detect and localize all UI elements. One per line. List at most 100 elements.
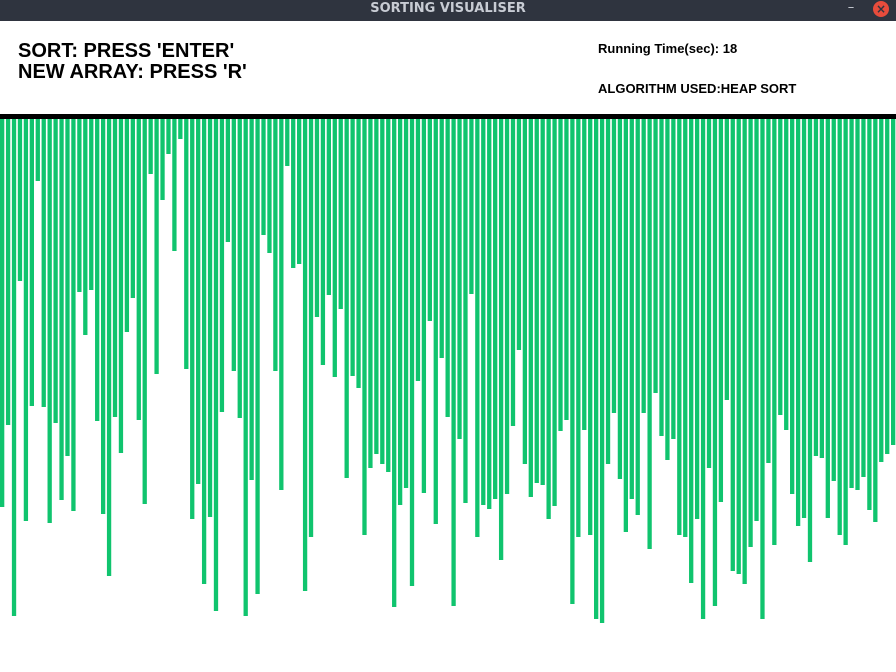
array-bar xyxy=(677,119,682,535)
array-bar xyxy=(795,119,801,526)
array-bar xyxy=(41,119,46,407)
array-bar xyxy=(35,119,40,181)
array-bar xyxy=(249,119,254,480)
array-bar xyxy=(95,119,100,421)
array-bar xyxy=(433,119,438,524)
array-bar xyxy=(261,119,266,235)
array-bar xyxy=(47,119,52,523)
array-bar xyxy=(469,119,474,294)
array-bar xyxy=(100,119,106,514)
array-bar xyxy=(130,119,135,298)
running-time-label: Running Time(sec): 18 xyxy=(598,41,738,56)
array-bar xyxy=(588,119,593,535)
array-bar xyxy=(457,119,462,439)
array-bar xyxy=(439,119,444,358)
array-bar xyxy=(297,119,302,264)
array-bar xyxy=(879,119,884,462)
array-bar xyxy=(0,119,5,507)
array-bar xyxy=(308,119,314,537)
array-bar xyxy=(736,119,741,574)
array-bar xyxy=(356,119,361,388)
array-bar xyxy=(160,119,165,200)
window-titlebar xyxy=(0,0,896,21)
array-bar xyxy=(504,119,510,494)
array-bar xyxy=(326,119,331,295)
array-bar xyxy=(285,119,290,166)
array-bar xyxy=(403,119,409,488)
array-bar xyxy=(201,119,207,584)
array-bar xyxy=(255,119,260,594)
array-bar xyxy=(386,119,391,472)
close-button[interactable]: × xyxy=(873,1,889,17)
array-bar xyxy=(118,119,124,453)
array-bar xyxy=(861,119,866,477)
array-bar xyxy=(605,119,611,464)
array-bar xyxy=(451,119,456,606)
array-bar xyxy=(71,119,76,511)
array-bar xyxy=(409,119,415,586)
array-bar xyxy=(279,119,284,490)
array-bar xyxy=(487,119,492,509)
array-bar xyxy=(766,119,771,463)
array-bar xyxy=(291,119,296,268)
array-bar xyxy=(273,119,278,371)
array-bar xyxy=(219,119,225,412)
array-bar xyxy=(742,119,747,584)
array-bar xyxy=(689,119,694,583)
array-bar xyxy=(374,119,379,454)
array-bar xyxy=(368,119,373,468)
array-bar xyxy=(683,119,688,537)
array-bar xyxy=(415,119,421,381)
array-bar xyxy=(831,119,836,481)
array-bar xyxy=(142,119,147,504)
array-bar xyxy=(196,119,201,484)
array-bar xyxy=(380,119,385,464)
array-bar xyxy=(350,119,355,376)
array-bar xyxy=(540,119,545,485)
array-bar xyxy=(475,119,480,537)
array-bar xyxy=(576,119,581,537)
array-bar xyxy=(617,119,623,479)
array-bar xyxy=(53,119,58,423)
array-bar xyxy=(421,119,427,493)
array-bar xyxy=(772,119,777,545)
array-bar xyxy=(528,119,533,497)
array-bar xyxy=(89,119,94,290)
array-bar xyxy=(267,119,272,253)
array-bar xyxy=(623,119,628,532)
array-bar xyxy=(635,119,640,515)
array-bar xyxy=(724,119,729,400)
minimize-button[interactable]: – xyxy=(847,0,855,15)
array-bar xyxy=(207,119,213,517)
array-bar xyxy=(546,119,551,519)
array-bar xyxy=(166,119,171,154)
array-bar xyxy=(712,119,718,606)
array-bar xyxy=(516,119,522,350)
array-bar xyxy=(397,119,403,505)
array-bar xyxy=(599,119,605,623)
array-bar xyxy=(801,119,807,518)
array-bar xyxy=(522,119,528,464)
array-bar xyxy=(213,119,219,611)
array-bar xyxy=(136,119,141,420)
array-bar xyxy=(867,119,872,510)
array-bar xyxy=(172,119,177,251)
array-bar xyxy=(17,119,23,281)
array-bar xyxy=(647,119,652,549)
array-bar xyxy=(552,119,557,506)
array-bar xyxy=(392,119,397,607)
array-bar xyxy=(582,119,587,430)
array-bar xyxy=(178,119,183,139)
array-bar xyxy=(659,119,664,436)
array-bar xyxy=(694,119,700,519)
array-bar xyxy=(784,119,789,430)
array-bar xyxy=(148,119,153,174)
array-bar xyxy=(11,119,17,616)
array-bar xyxy=(671,119,676,439)
array-bar xyxy=(237,119,242,418)
array-bar xyxy=(760,119,765,619)
window-title: SORTING VISUALISER xyxy=(370,1,526,16)
array-bar xyxy=(564,119,569,420)
array-bar xyxy=(641,119,646,413)
array-bar xyxy=(819,119,825,458)
